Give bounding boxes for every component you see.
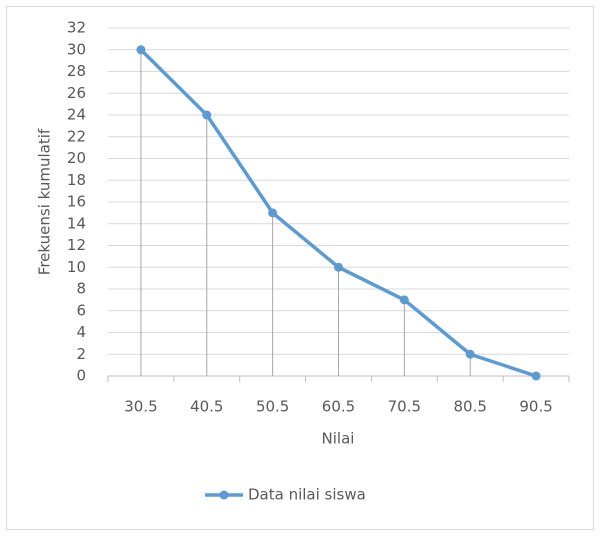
y-tick-label: 10 [67,258,86,276]
x-tick-label: 90.5 [519,398,552,416]
x-tick-label: 40.5 [190,398,223,416]
y-axis-label: Frekuensi kumulatif [36,128,54,275]
legend-marker [219,490,229,500]
x-tick-label: 60.5 [322,398,355,416]
data-point [531,371,541,381]
y-tick-label: 16 [67,193,86,211]
chart-border [6,6,594,530]
y-tick-label: 0 [76,367,86,385]
legend-label: Data nilai siswa [248,486,366,504]
y-tick-label: 24 [67,106,86,124]
y-tick-label: 22 [67,127,86,145]
y-tick-label: 14 [67,214,86,232]
y-tick-label: 30 [67,40,86,58]
y-tick-label: 4 [76,323,86,341]
y-tick-label: 20 [67,149,86,167]
x-axis-label: Nilai [322,430,355,448]
y-tick-label: 8 [76,280,86,298]
y-tick-label: 32 [67,19,86,37]
data-point [268,208,278,218]
y-tick-label: 12 [67,236,86,254]
y-tick-label: 28 [67,62,86,80]
data-point [465,349,475,359]
x-tick-label: 80.5 [454,398,487,416]
y-tick-label: 2 [76,345,86,363]
x-tick-label: 30.5 [124,398,157,416]
x-tick-label: 70.5 [388,398,421,416]
data-point [399,295,409,305]
y-tick-label: 26 [67,84,86,102]
y-tick-label: 18 [67,171,86,189]
y-tick-label: 6 [76,301,86,319]
data-point [334,262,343,272]
data-point [136,45,146,55]
data-point [202,110,212,120]
x-tick-label: 50.5 [256,398,289,416]
